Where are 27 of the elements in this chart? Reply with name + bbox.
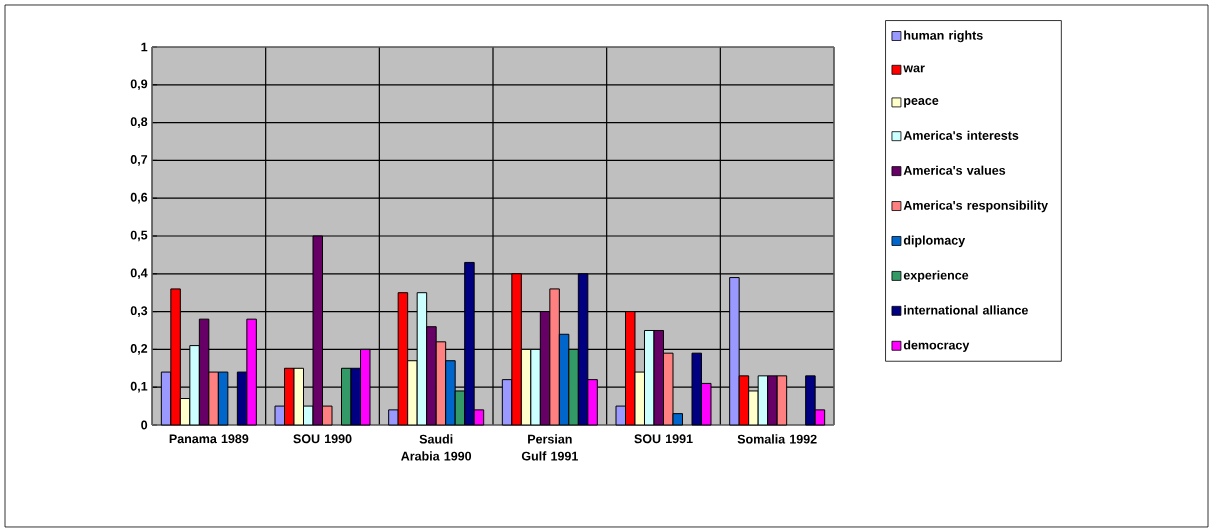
x-tick-label: SOU 1990 <box>293 434 352 444</box>
legend-label: diplomacy <box>903 235 966 248</box>
legend-label: America's values <box>903 165 1006 175</box>
y-tick-label: 0,5 <box>130 230 148 242</box>
x-tick-label: Persian Gulf 1991 <box>521 434 578 461</box>
x-tick-label: Panama 1989 <box>169 434 249 444</box>
y-tick-label: 1 <box>141 42 148 52</box>
legend-label: international alliance <box>904 305 1028 315</box>
y-tick-label: 0,9 <box>130 79 148 91</box>
x-tick-label: SOU 1991 <box>634 434 693 444</box>
legend-label: America's interests <box>903 130 1019 140</box>
legend-label: human rights <box>904 30 983 43</box>
x-tick-label: Saudi Arabia 1990 <box>401 434 472 461</box>
legend-label: experience <box>903 270 969 283</box>
y-tick-label: 0,6 <box>130 192 148 204</box>
y-tick-label: 0,3 <box>130 306 148 317</box>
legend-label: peace <box>904 98 939 108</box>
y-tick-label: 0,8 <box>130 117 148 128</box>
y-tick-label: 0,1 <box>130 381 148 393</box>
legend-label: war <box>903 65 925 73</box>
legend-label: democracy <box>903 340 970 352</box>
x-tick-label: Somalia 1992 <box>737 434 817 444</box>
y-tick-label: 0,7 <box>130 155 148 166</box>
legend-label: America's responsibility <box>903 200 1048 213</box>
y-tick-label: 0 <box>141 420 148 430</box>
y-tick-label: 0,4 <box>130 268 148 280</box>
y-tick-label: 0,2 <box>130 344 148 355</box>
